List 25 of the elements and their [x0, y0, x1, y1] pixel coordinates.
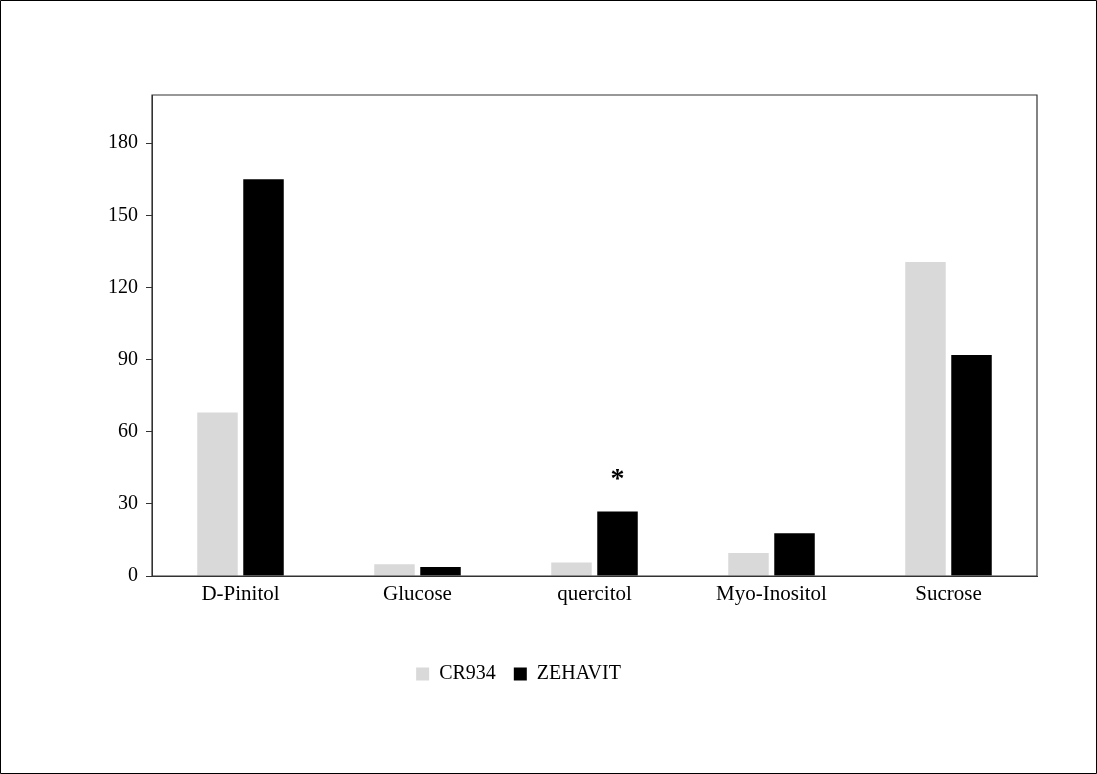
- annotation: *: [610, 461, 625, 493]
- y-tick-label: 30: [118, 491, 138, 514]
- bar: [197, 412, 238, 576]
- x-tick-label: quercitol: [557, 581, 632, 606]
- bar: [420, 567, 461, 576]
- bar: [374, 564, 415, 576]
- x-tick-label: Myo-Inositol: [716, 581, 828, 606]
- bar: [728, 552, 769, 576]
- bar: [551, 562, 592, 576]
- x-tick-label: Sucrose: [915, 581, 982, 606]
- legend-label: CR934: [439, 661, 496, 684]
- x-tick-label: D-Pinitol: [201, 581, 280, 606]
- y-tick-label: 180: [108, 130, 138, 153]
- y-tick-label: 120: [108, 274, 138, 297]
- bar: [243, 179, 284, 576]
- x-tick-label: Glucose: [383, 581, 452, 606]
- legend-label: ZEHAVIT: [536, 661, 621, 684]
- y-tick-label: 0: [128, 563, 138, 586]
- y-tick-label: 150: [108, 202, 138, 225]
- bar: [905, 261, 946, 576]
- bar: [774, 533, 815, 576]
- y-tick-label: 90: [118, 346, 138, 369]
- bar: [951, 354, 992, 576]
- bar: [597, 511, 638, 576]
- y-tick-label: 60: [118, 418, 138, 441]
